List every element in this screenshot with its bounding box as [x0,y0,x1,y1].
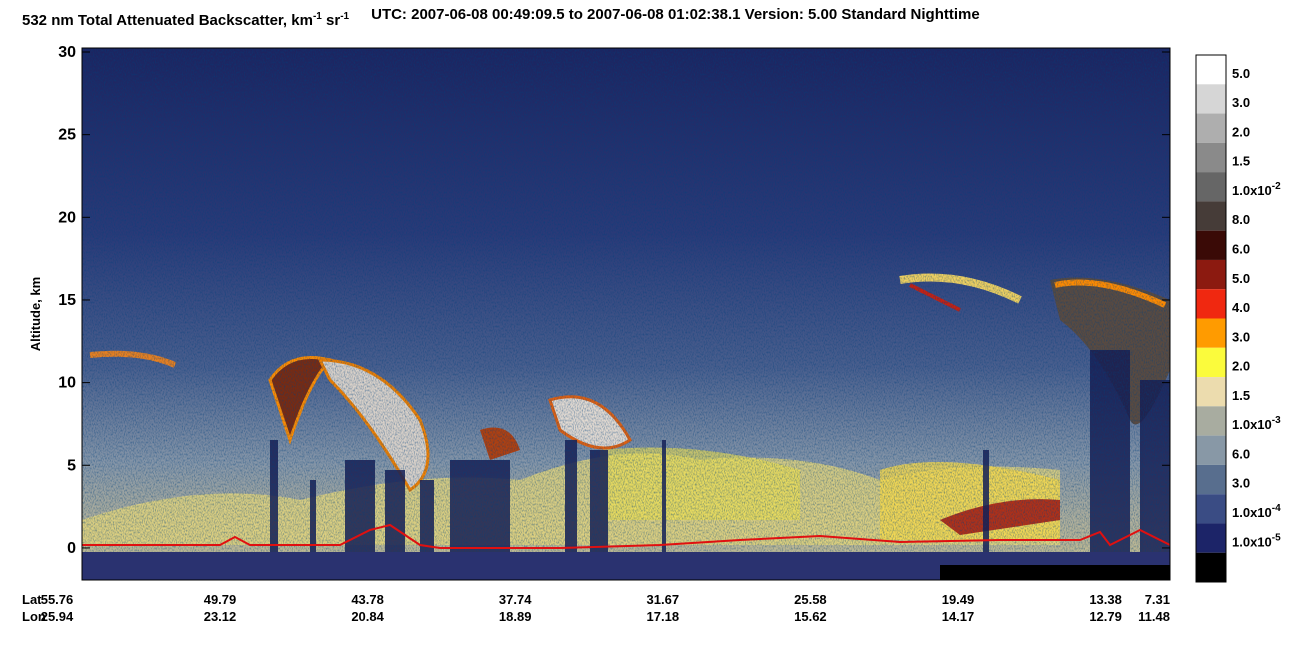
colorbar-swatch [1196,201,1226,231]
colorbar-label: 4.0 [1232,300,1250,315]
colorbar-label: 3.0 [1232,329,1250,344]
colorbar-label: 3.0 [1232,476,1250,491]
y-tick-label: 20 [58,209,76,226]
x-tick-label: 19.49 [942,592,975,607]
x-tick-label: 23.12 [204,609,237,624]
title-part: 532 nm Total Attenuated Backscatter, km [22,12,313,29]
colorbar-label: 2.0 [1232,124,1250,139]
colorbar-swatch [1196,406,1226,436]
x-tick-label: 13.38 [1089,592,1122,607]
x-tick-label: 18.89 [499,609,532,624]
y-tick-label: 5 [67,457,76,474]
y-tick-label: 25 [58,127,76,144]
x-tick-label: 15.62 [794,609,827,624]
x-tick-label: 12.79 [1089,609,1122,624]
colorbar-swatch [1196,172,1226,202]
chart-subtitle: UTC: 2007-06-08 00:49:09.5 to 2007-06-08… [371,6,980,23]
plot-frame [81,47,1171,581]
x-row-name: Lon [22,609,46,624]
colorbar-frame [1195,54,1227,583]
x-tick-label: 49.79 [204,592,237,607]
colorbar-label-text: 1.0x10 [1232,417,1272,432]
colorbar-swatch [1196,552,1226,582]
colorbar-label: 1.5 [1232,154,1250,169]
title-superscript: -1 [340,11,349,22]
colorbar-swatch [1196,55,1226,85]
colorbar-swatch [1196,84,1226,114]
title-part: sr [322,12,341,29]
colorbar: 5.03.02.01.51.0x10-28.06.05.04.03.02.01.… [1195,54,1281,583]
colorbar-label-text: 8.0 [1232,212,1250,227]
backscatter-image [82,48,1170,580]
colorbar-swatch [1196,377,1226,407]
colorbar-label-exponent: -2 [1272,181,1281,192]
colorbar-label-text: 3.0 [1232,476,1250,491]
x-tick-label: 14.17 [942,609,975,624]
title-superscript: -1 [313,11,322,22]
y-tick-label: 10 [58,375,76,392]
colorbar-label: 1.0x10-5 [1232,532,1281,549]
axes: 0 5 10 15 20 25 30 Lat 55.76 49.79 43.78 37.74 31.67… [22,44,1170,624]
colorbar-label: 1.0x10-4 [1232,503,1281,520]
colorbar-label: 3.0 [1232,95,1250,110]
colorbar-label-exponent: -4 [1272,503,1281,514]
colorbar-label-exponent: -5 [1272,532,1281,543]
y-tick-label: 0 [67,540,76,557]
x-tick-label: 55.76 [41,592,74,607]
x-tick-label: 20.84 [351,609,384,624]
x-tick-label: 17.18 [647,609,680,624]
colorbar-label-text: 5.0 [1232,271,1250,286]
colorbar-label: 5.0 [1232,66,1250,81]
colorbar-label: 6.0 [1232,242,1250,257]
chart-title: 532 nm Total Attenuated Backscatter, km-… [22,6,980,29]
x-tick-label: 37.74 [499,592,532,607]
colorbar-swatch [1196,435,1226,465]
colorbar-label: 6.0 [1232,446,1250,461]
colorbar-label-text: 6.0 [1232,242,1250,257]
colorbar-label-exponent: -3 [1272,415,1281,426]
x-row-name: Lat [22,592,42,607]
x-tick-label: 25.58 [794,592,827,607]
x-tick-label: 31.67 [647,592,680,607]
x-tick-label: 11.48 [1138,609,1170,624]
y-tick-label: 30 [58,44,76,61]
y-axis-label: Altitude, km [28,277,43,351]
y-tick-label: 15 [58,292,76,309]
colorbar-label-text: 3.0 [1232,329,1250,344]
colorbar-label-text: 2.0 [1232,359,1250,374]
colorbar-swatch [1196,347,1226,378]
x-tick-label: 25.94 [41,609,74,624]
colorbar-swatch [1196,142,1226,173]
colorbar-label: 5.0 [1232,271,1250,286]
colorbar-label: 8.0 [1232,212,1250,227]
colorbar-label-text: 4.0 [1232,300,1250,315]
colorbar-label: 1.0x10-3 [1232,415,1281,432]
colorbar-swatch [1196,230,1226,260]
colorbar-label-text: 2.0 [1232,124,1250,139]
colorbar-swatch [1196,494,1226,524]
colorbar-swatch [1196,464,1226,495]
x-tick-label: 43.78 [351,592,384,607]
colorbar-swatch [1196,289,1226,319]
colorbar-label-text: 1.0x10 [1232,505,1272,520]
x-tick-label: 7.31 [1145,592,1170,607]
colorbar-label-text: 1.5 [1232,388,1250,403]
colorbar-swatch [1196,523,1226,553]
colorbar-swatch [1196,259,1226,290]
colorbar-swatch [1196,113,1226,143]
colorbar-label-text: 5.0 [1232,66,1250,81]
colorbar-swatch [1196,318,1226,348]
colorbar-label: 1.5 [1232,388,1250,403]
colorbar-label-text: 6.0 [1232,446,1250,461]
colorbar-label-text: 1.5 [1232,154,1250,169]
colorbar-label: 1.0x10-2 [1232,181,1281,198]
colorbar-label-text: 1.0x10 [1232,534,1272,549]
colorbar-label-text: 3.0 [1232,95,1250,110]
colorbar-label-text: 1.0x10 [1232,183,1272,198]
colorbar-label: 2.0 [1232,359,1250,374]
